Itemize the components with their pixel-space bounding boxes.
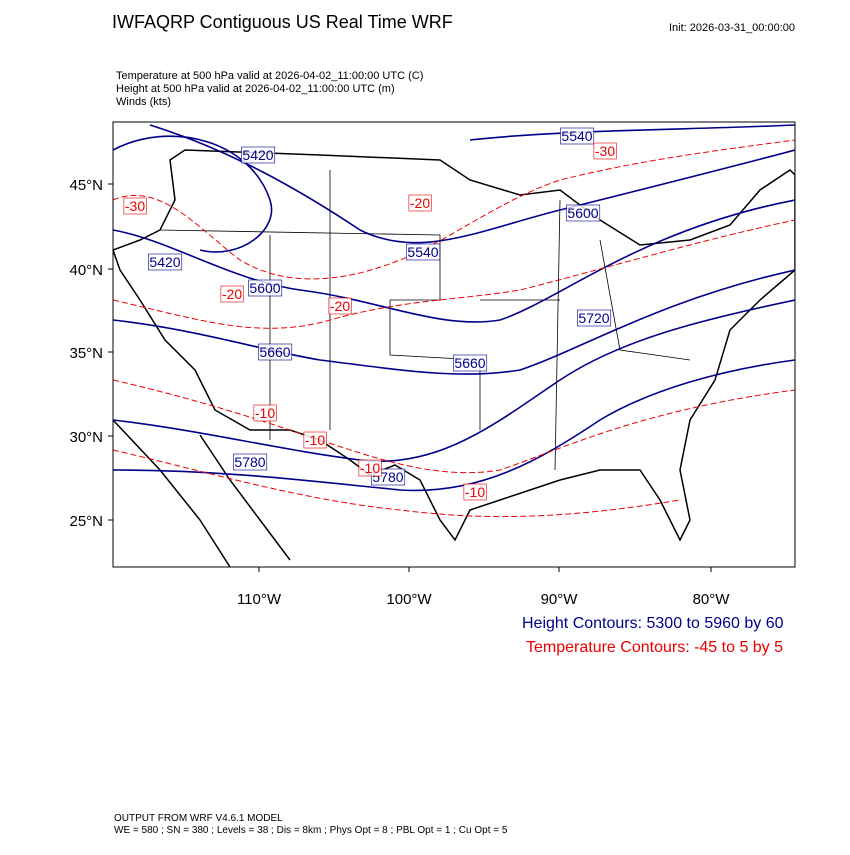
lon-label: 90°W: [541, 591, 579, 608]
temperature-label-box: [220, 285, 244, 303]
mexico-coast: [113, 419, 291, 567]
temperature-label-box: [408, 194, 432, 212]
height-label: 5660: [454, 355, 485, 371]
title: IWFAQRP Contiguous US Real Time WRF: [112, 12, 453, 32]
temperature-label: -20: [410, 195, 430, 211]
height-label-box: [577, 309, 612, 327]
legend-temperature: Temperature Contours: -45 to 5 by 5: [526, 639, 783, 656]
temperature-label: -20: [330, 298, 350, 314]
height-label-box: [560, 127, 595, 145]
temperature-label: -30: [125, 198, 145, 214]
field-line: Height at 500 hPa valid at 2026-04-02_11…: [116, 83, 395, 95]
height-label: 5600: [567, 205, 598, 221]
lon-label: 110°W: [237, 591, 282, 608]
footer-line: OUTPUT FROM WRF V4.6.1 MODEL: [114, 813, 283, 824]
temperature-label: -10: [360, 460, 380, 476]
temperature-contours: [113, 139, 795, 518]
height-label: 5420: [242, 147, 273, 163]
temperature-label-box: [358, 459, 382, 477]
temperature-label-box: [328, 297, 352, 315]
height-label-box: [233, 453, 268, 471]
lat-label: 30°N: [69, 429, 103, 446]
height-label-box: [248, 279, 283, 297]
height-label: 5420: [149, 254, 180, 270]
temperature-label-box: [593, 142, 617, 160]
lat-label: 35°N: [69, 345, 103, 362]
height-label-box: [406, 243, 441, 261]
temperature-label: -20: [222, 286, 242, 302]
lat-label: 25°N: [69, 513, 103, 530]
field-line: Temperature at 500 hPa valid at 2026-04-…: [116, 70, 423, 82]
height-label-box: [148, 253, 183, 271]
height-label: 5780: [234, 454, 265, 470]
temperature-label-box: [303, 431, 327, 449]
height-contours: [113, 124, 795, 492]
map-frame: [112, 121, 796, 568]
temperature-label: -10: [255, 405, 275, 421]
height-label: 5600: [249, 280, 280, 296]
init-time: Init: 2026-03-31_00:00:00: [669, 22, 795, 34]
height-label: 5540: [407, 244, 438, 260]
height-label-box: [453, 354, 488, 372]
temperature-label-box: [463, 483, 487, 501]
field-line: Winds (kts): [116, 96, 171, 108]
lat-label: 40°N: [69, 262, 103, 279]
temperature-label: -30: [595, 143, 615, 159]
map: [112, 121, 796, 568]
temperature-label-box: [253, 404, 277, 422]
temperature-label-box: [123, 197, 147, 215]
temperature-label: -10: [305, 432, 325, 448]
legend-height: Height Contours: 5300 to 5960 by 60: [522, 615, 784, 632]
footer-line: WE = 580 ; SN = 380 ; Levels = 38 ; Dis …: [114, 825, 508, 836]
lon-label: 100°W: [386, 591, 432, 608]
height-label-box: [566, 204, 601, 222]
height-label-box: [258, 343, 293, 361]
height-label: 5540: [561, 128, 592, 144]
height-label-box: [241, 146, 276, 164]
temperature-label: -10: [465, 484, 485, 500]
height-label: 5660: [259, 344, 290, 360]
lon-label: 80°W: [693, 591, 731, 608]
lat-label: 45°N: [69, 177, 103, 194]
height-label: 5720: [578, 310, 609, 326]
